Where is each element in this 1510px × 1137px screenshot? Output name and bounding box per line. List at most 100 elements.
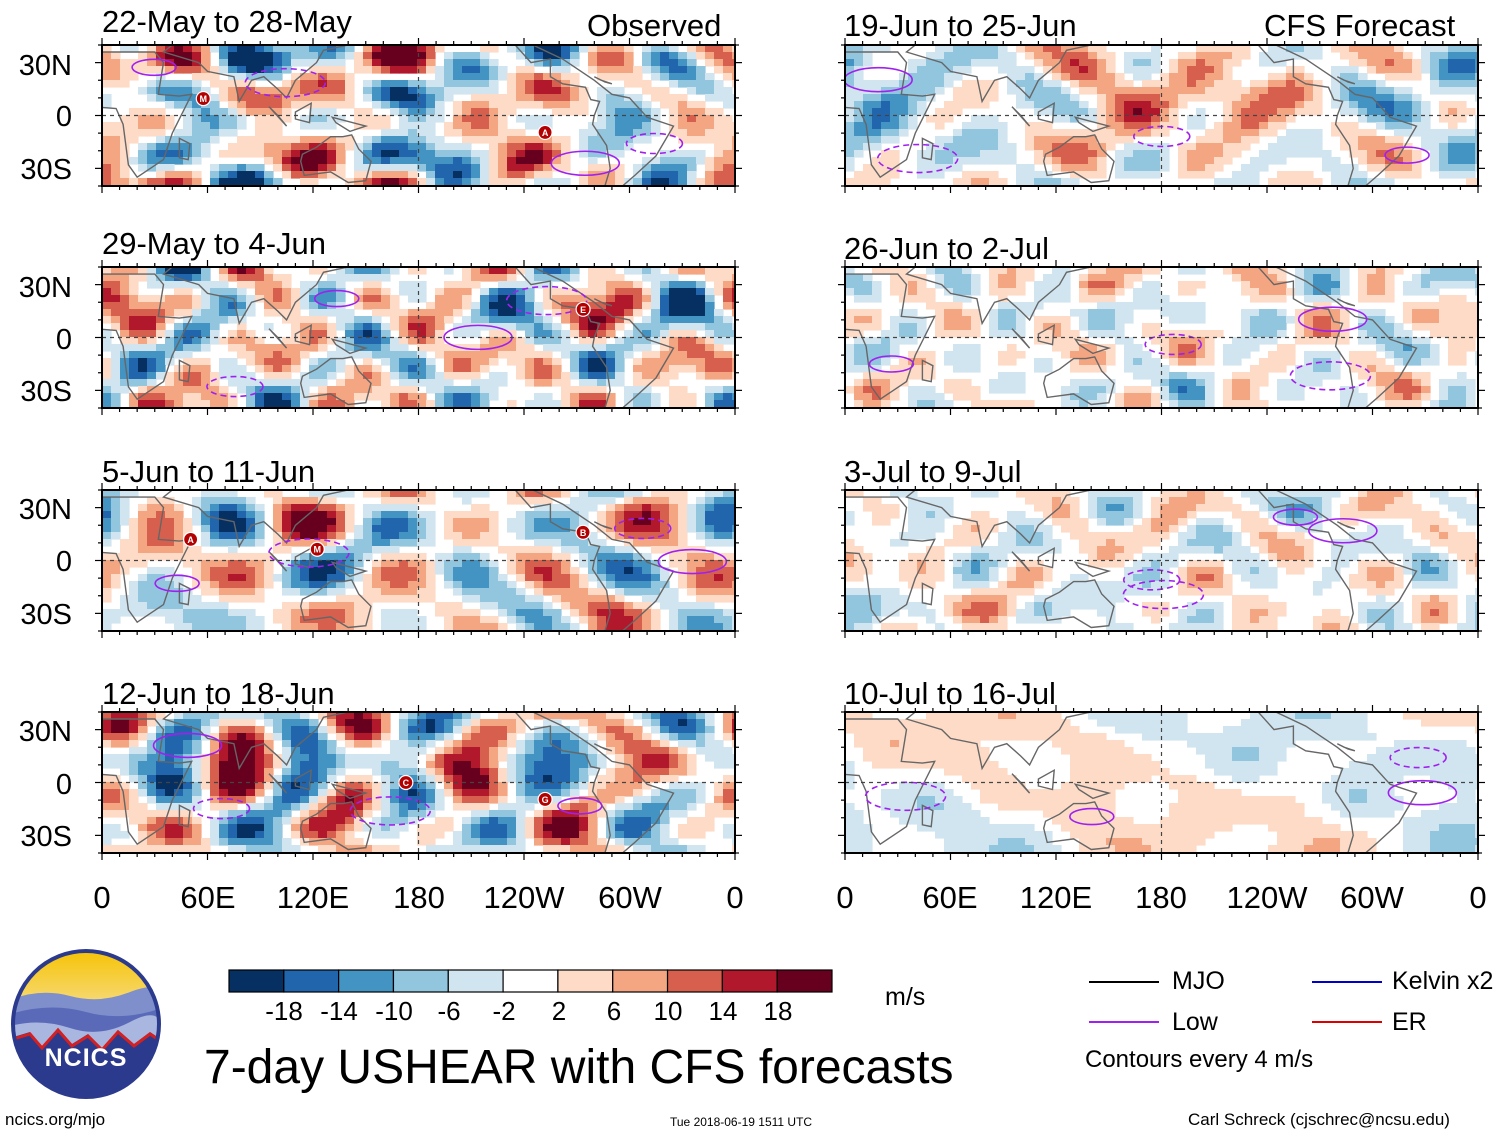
shading-cell [570, 581, 580, 589]
shading-cell [264, 365, 274, 373]
shading-cell [606, 719, 616, 727]
shading-cell [507, 609, 517, 617]
shading-cell [336, 796, 346, 804]
shading-cell [273, 115, 283, 123]
shading-cell [363, 546, 373, 554]
shading-cell [579, 178, 589, 186]
shading-cell [615, 553, 625, 561]
shading-cell [399, 712, 409, 720]
shading-cell [687, 309, 697, 317]
shading-cell [381, 150, 391, 158]
shading-cell [696, 511, 706, 519]
shading-cell [408, 560, 418, 568]
shading-cell [408, 281, 418, 289]
shading-cell [363, 733, 373, 741]
shading-cell [318, 525, 328, 533]
shading-cell [669, 80, 679, 88]
shading-cell [660, 274, 670, 282]
shading-cell [552, 379, 562, 387]
shading-cell [606, 379, 616, 387]
shading-cell [426, 323, 436, 331]
shading-cell [210, 511, 220, 519]
shading-cell [705, 309, 715, 317]
shading-cell [138, 581, 148, 589]
shading-cell [354, 330, 364, 338]
shading-cell [129, 288, 139, 296]
shading-cell [723, 595, 733, 603]
shading-cell [579, 323, 589, 331]
shading-cell [309, 490, 319, 498]
shading-cell [651, 73, 661, 81]
shading-cell [507, 323, 517, 331]
shading-cell [570, 316, 580, 324]
shading-cell [111, 80, 121, 88]
shading-cell [138, 365, 148, 373]
shading-cell [309, 344, 319, 352]
shading-cell [354, 817, 364, 825]
shading-cell [615, 616, 625, 624]
shading-cell [165, 719, 175, 727]
shading-cell [183, 726, 193, 734]
shading-cell [516, 66, 526, 74]
shading-cell [282, 719, 292, 727]
shading-cell [273, 504, 283, 512]
shading-cell [399, 288, 409, 296]
shading-cell [552, 754, 562, 762]
shading-cell [282, 101, 292, 109]
shading-cell [327, 108, 337, 116]
shading-cell [471, 150, 481, 158]
shading-cell [111, 733, 121, 741]
shading-cell [579, 747, 589, 755]
shading-cell [399, 740, 409, 748]
shading-cell [516, 164, 526, 172]
shading-cell [345, 143, 355, 151]
shading-cell [507, 309, 517, 317]
shading-cell [435, 726, 445, 734]
shading-cell [597, 66, 607, 74]
shading-cell [588, 164, 598, 172]
shading-cell [282, 518, 292, 526]
coastline [162, 45, 349, 104]
shading-cell [651, 45, 661, 53]
shading-cell [660, 288, 670, 296]
shading-cell [111, 490, 121, 498]
shading-cell [291, 518, 301, 526]
shading-cell [156, 164, 166, 172]
shading-cell [327, 546, 337, 554]
shading-cell [156, 267, 166, 275]
shading-cell [588, 754, 598, 762]
shading-cell [327, 775, 337, 783]
shading-cell [471, 588, 481, 596]
shading-cell [291, 316, 301, 324]
shading-cell [345, 581, 355, 589]
shading-cell [552, 73, 562, 81]
shading-cell [282, 602, 292, 610]
shading-cell [372, 754, 382, 762]
shading-cell [291, 400, 301, 408]
coastline [162, 490, 349, 549]
shading-cell [327, 309, 337, 317]
shading-cell [228, 400, 238, 408]
shading-cell [129, 747, 139, 755]
shading-cell [345, 52, 355, 60]
shading-cell [291, 803, 301, 811]
shading-cell [147, 782, 157, 790]
shading-cell [129, 337, 139, 345]
shading-cell [381, 351, 391, 359]
shading-cell [408, 810, 418, 818]
shading-cell [642, 553, 652, 561]
shading-cell [201, 560, 211, 568]
shading-cell [426, 560, 436, 568]
shading-cell [390, 789, 400, 797]
shading-cell [318, 358, 328, 366]
shading-cell [102, 490, 112, 498]
shading-cell [372, 323, 382, 331]
shading-cell [147, 358, 157, 366]
shading-cell [174, 267, 184, 275]
shading-cell [210, 337, 220, 345]
shading-cell [552, 143, 562, 151]
shading-cell [174, 616, 184, 624]
shading-cell [696, 323, 706, 331]
shading-cell [228, 365, 238, 373]
shading-cell [570, 588, 580, 596]
